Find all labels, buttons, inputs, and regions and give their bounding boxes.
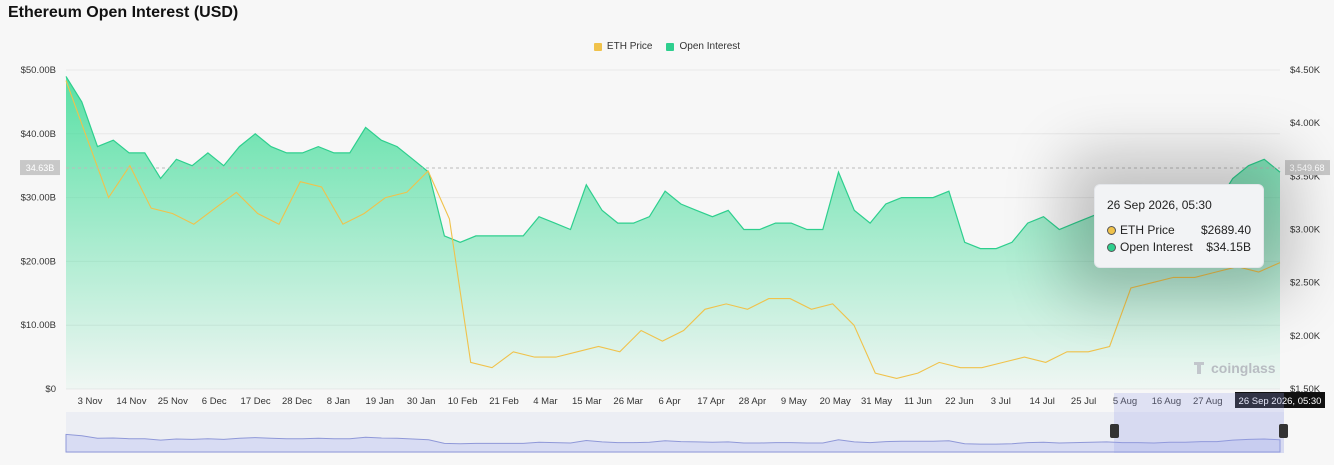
legend-item-open-interest[interactable]: Open Interest (666, 41, 740, 52)
y-left-tick-label: $10.00B (21, 320, 56, 331)
y-right-tick-label: $3.50K (1290, 171, 1321, 182)
x-tick-label: 17 Dec (241, 396, 271, 407)
x-tick-label: 20 May (820, 396, 851, 407)
tooltip-row-eth-price: ETH Price $2689.40 (1107, 223, 1251, 237)
open-interest-area (66, 76, 1280, 390)
crosshair-x-badge (1235, 392, 1325, 408)
x-tick-label: 31 May (861, 396, 892, 407)
x-tick-label: 5 Aug (1113, 396, 1137, 407)
tooltip-dot-eth-price (1107, 225, 1116, 235)
x-tick-label: 27 Aug (1193, 396, 1223, 407)
y-right-tick-label: $3.00K (1290, 225, 1321, 236)
crosshair-left-label: 34.63B (26, 163, 55, 173)
tooltip-row-open-interest: Open Interest $34.15B (1107, 240, 1251, 254)
x-tick-label: 17 Apr (697, 396, 724, 407)
tooltip-dot-open-interest (1107, 242, 1116, 252)
y-right-tick-label: $1.50K (1290, 384, 1321, 395)
coinglass-watermark: coinglass (1191, 359, 1276, 377)
x-tick-label: 26 Mar (613, 396, 643, 407)
x-tick-label: 3 Nov (78, 396, 103, 407)
x-tick-label: 25 Jul (1071, 396, 1096, 407)
x-tick-label: 14 Jul (1030, 396, 1055, 407)
tooltip-label-eth-price: ETH Price (1120, 223, 1175, 237)
y-left-tick-label: $40.00B (21, 129, 56, 140)
crosshair-x-label: 26 Sep 2026, 05:30 (1239, 396, 1322, 407)
x-tick-label: 30 Jan (407, 396, 436, 407)
chart-legend: ETH Price Open Interest (0, 41, 1334, 52)
chart-title: Ethereum Open Interest (USD) (8, 4, 239, 21)
y-right-tick-label: $4.00K (1290, 118, 1321, 129)
crosshair-right-label: 3,549.68 (1289, 163, 1324, 173)
x-tick-label: 3 Jul (991, 396, 1011, 407)
coinglass-logo-icon (1194, 362, 1204, 374)
x-tick-label: 10 Feb (448, 396, 478, 407)
legend-label-open-interest: Open Interest (679, 41, 741, 52)
x-tick-label: 8 Jan (327, 396, 350, 407)
x-tick-label: 6 Apr (659, 396, 681, 407)
navigator-series (65, 433, 1281, 453)
navigator-handle-left[interactable] (1110, 424, 1119, 438)
x-tick-label: 6 Dec (202, 396, 227, 407)
crosshair-left-badge (20, 160, 60, 176)
x-tick-label: 25 Nov (158, 396, 188, 407)
y-left-tick-label: $50.00B (21, 65, 56, 76)
y-right-tick-label: $2.00K (1290, 331, 1321, 342)
x-tick-label: 28 Apr (739, 396, 766, 407)
tooltip-value-open-interest: $34.15B (1206, 240, 1251, 254)
legend-item-eth-price[interactable]: ETH Price (593, 41, 653, 52)
navigator-handle-right[interactable] (1279, 424, 1288, 438)
tooltip-label-open-interest: Open Interest (1120, 240, 1193, 254)
y-right-tick-label: $2.50K (1290, 278, 1321, 289)
y-left-tick-label: $0 (45, 384, 56, 395)
open-interest-line (65, 76, 1281, 250)
tooltip-value-eth-price: $2689.40 (1200, 223, 1251, 237)
legend-label-eth-price: ETH Price (606, 41, 653, 52)
x-tick-label: 4 Mar (533, 396, 557, 407)
x-tick-label: 22 Jun (945, 396, 974, 407)
x-tick-label: 15 Mar (572, 396, 602, 407)
x-tick-label: 21 Feb (489, 396, 519, 407)
crosshair-right-badge (1285, 160, 1330, 176)
y-left-tick-label: $30.00B (21, 193, 56, 204)
y-left-tick-label: $20.00B (21, 256, 56, 267)
x-tick-label: 9 May (781, 396, 807, 407)
x-tick-label: 14 Nov (116, 396, 146, 407)
tooltip-date: 26 Sep 2026, 05:30 (1107, 198, 1212, 212)
x-tick-label: 28 Dec (282, 396, 312, 407)
watermark-text: coinglass (1211, 360, 1276, 376)
legend-swatch-eth-price (593, 42, 602, 51)
chart-tooltip: 26 Sep 2026, 05:30 ETH Price $2689.40 Op… (1094, 184, 1264, 268)
eth-price-line (65, 80, 1281, 379)
x-tick-label: 11 Jun (904, 396, 932, 407)
y-right-tick-label: $4.50K (1290, 65, 1321, 76)
x-tick-label: 16 Aug (1152, 396, 1182, 407)
navigator-selection (1114, 393, 1284, 453)
legend-swatch-open-interest (666, 42, 675, 51)
x-tick-label: 19 Jan (366, 396, 395, 407)
